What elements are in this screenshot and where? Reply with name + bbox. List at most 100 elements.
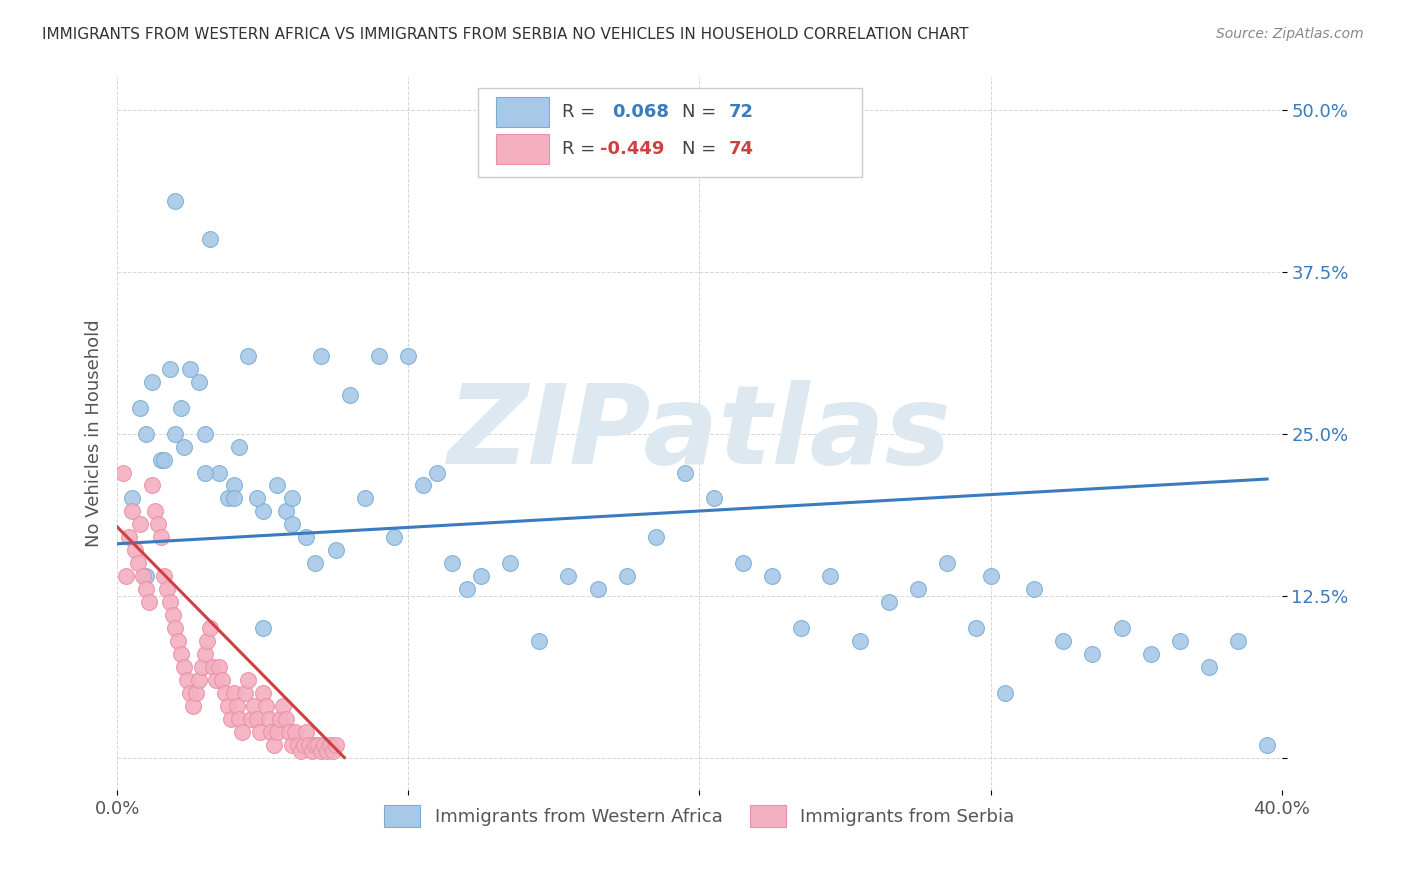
Point: [304, 738, 326, 752]
Point: [141, 375, 163, 389]
Point: [121, 491, 143, 506]
Point: [703, 491, 725, 506]
Text: R =: R =: [562, 140, 600, 159]
Point: [173, 660, 195, 674]
Point: [368, 349, 391, 363]
Point: [644, 530, 666, 544]
Point: [179, 362, 201, 376]
Point: [159, 595, 181, 609]
Point: [263, 738, 285, 752]
Point: [162, 608, 184, 623]
Text: ZIPatlas: ZIPatlas: [447, 380, 952, 487]
Point: [252, 686, 274, 700]
Point: [208, 466, 231, 480]
Text: -0.449: -0.449: [600, 140, 665, 159]
Point: [848, 634, 870, 648]
Text: Source: ZipAtlas.com: Source: ZipAtlas.com: [1216, 27, 1364, 41]
Point: [266, 724, 288, 739]
Text: R =: R =: [562, 103, 600, 121]
Point: [290, 744, 312, 758]
Point: [1052, 634, 1074, 648]
Point: [214, 686, 236, 700]
Point: [292, 738, 315, 752]
Point: [129, 401, 152, 415]
Point: [135, 569, 157, 583]
Point: [295, 724, 318, 739]
Point: [129, 517, 152, 532]
Point: [309, 744, 332, 758]
Point: [217, 698, 239, 713]
Point: [179, 686, 201, 700]
Point: [115, 569, 138, 583]
Point: [994, 686, 1017, 700]
Point: [266, 478, 288, 492]
Point: [252, 504, 274, 518]
Point: [616, 569, 638, 583]
Point: [165, 621, 187, 635]
Point: [907, 582, 929, 596]
Point: [426, 466, 449, 480]
Point: [243, 698, 266, 713]
Point: [170, 647, 193, 661]
Point: [159, 362, 181, 376]
Point: [222, 686, 245, 700]
Point: [529, 634, 551, 648]
Point: [143, 504, 166, 518]
Text: 72: 72: [728, 103, 754, 121]
Point: [167, 634, 190, 648]
Text: IMMIGRANTS FROM WESTERN AFRICA VS IMMIGRANTS FROM SERBIA NO VEHICLES IN HOUSEHOL: IMMIGRANTS FROM WESTERN AFRICA VS IMMIGR…: [42, 27, 969, 42]
Point: [190, 660, 212, 674]
Point: [353, 491, 375, 506]
Legend: Immigrants from Western Africa, Immigrants from Serbia: Immigrants from Western Africa, Immigran…: [377, 797, 1022, 834]
Text: 74: 74: [728, 140, 754, 159]
Point: [176, 673, 198, 687]
Point: [252, 621, 274, 635]
Point: [246, 712, 269, 726]
Point: [278, 724, 301, 739]
Text: N =: N =: [682, 103, 723, 121]
Point: [325, 738, 347, 752]
Point: [225, 698, 247, 713]
Point: [761, 569, 783, 583]
Point: [1139, 647, 1161, 661]
Point: [187, 673, 209, 687]
Point: [396, 349, 419, 363]
Point: [135, 582, 157, 596]
Point: [187, 375, 209, 389]
Point: [271, 698, 294, 713]
Point: [1198, 660, 1220, 674]
Point: [1256, 738, 1278, 752]
Point: [240, 712, 263, 726]
Point: [127, 556, 149, 570]
Point: [820, 569, 842, 583]
Point: [222, 478, 245, 492]
Point: [1227, 634, 1250, 648]
Point: [197, 634, 219, 648]
Point: [315, 744, 337, 758]
FancyBboxPatch shape: [496, 135, 550, 164]
Point: [202, 660, 225, 674]
Point: [249, 724, 271, 739]
Point: [284, 724, 307, 739]
Point: [382, 530, 405, 544]
Point: [132, 569, 155, 583]
Point: [219, 712, 242, 726]
Point: [141, 478, 163, 492]
Point: [456, 582, 478, 596]
Point: [173, 440, 195, 454]
Point: [965, 621, 987, 635]
Point: [152, 569, 174, 583]
Point: [470, 569, 492, 583]
Point: [138, 595, 160, 609]
Point: [193, 647, 215, 661]
Point: [170, 401, 193, 415]
Point: [281, 738, 304, 752]
Point: [790, 621, 813, 635]
Point: [238, 673, 260, 687]
Point: [184, 686, 207, 700]
Point: [304, 556, 326, 570]
Point: [1081, 647, 1104, 661]
Point: [274, 504, 297, 518]
Point: [1168, 634, 1191, 648]
Point: [301, 744, 323, 758]
